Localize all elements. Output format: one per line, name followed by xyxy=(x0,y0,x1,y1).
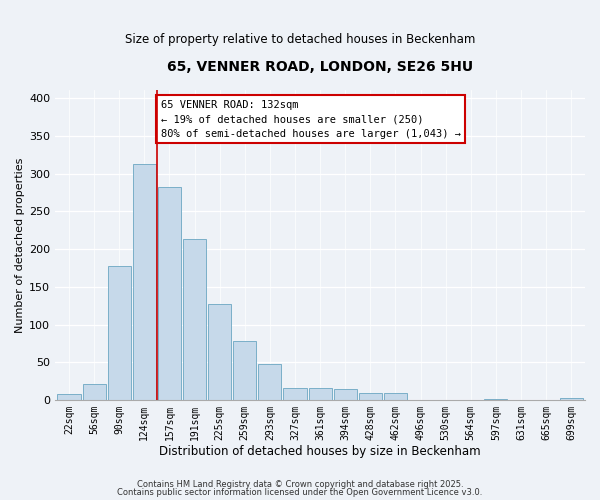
Bar xyxy=(83,384,106,400)
Bar xyxy=(334,389,357,400)
Bar xyxy=(233,340,256,400)
Y-axis label: Number of detached properties: Number of detached properties xyxy=(15,158,25,333)
Bar xyxy=(208,304,231,400)
Bar xyxy=(183,240,206,400)
Bar xyxy=(359,394,382,400)
Bar xyxy=(58,394,80,400)
X-axis label: Distribution of detached houses by size in Beckenham: Distribution of detached houses by size … xyxy=(159,444,481,458)
Bar xyxy=(259,364,281,400)
Bar xyxy=(158,187,181,400)
Bar xyxy=(308,388,332,400)
Text: Contains public sector information licensed under the Open Government Licence v3: Contains public sector information licen… xyxy=(118,488,482,497)
Title: 65, VENNER ROAD, LONDON, SE26 5HU: 65, VENNER ROAD, LONDON, SE26 5HU xyxy=(167,60,473,74)
Bar xyxy=(133,164,156,400)
Text: Size of property relative to detached houses in Beckenham: Size of property relative to detached ho… xyxy=(125,32,475,46)
Bar xyxy=(384,394,407,400)
Bar xyxy=(283,388,307,400)
Bar xyxy=(560,398,583,400)
Text: Contains HM Land Registry data © Crown copyright and database right 2025.: Contains HM Land Registry data © Crown c… xyxy=(137,480,463,489)
Bar xyxy=(107,266,131,400)
Text: 65 VENNER ROAD: 132sqm
← 19% of detached houses are smaller (250)
80% of semi-de: 65 VENNER ROAD: 132sqm ← 19% of detached… xyxy=(161,100,461,139)
Bar xyxy=(484,398,508,400)
